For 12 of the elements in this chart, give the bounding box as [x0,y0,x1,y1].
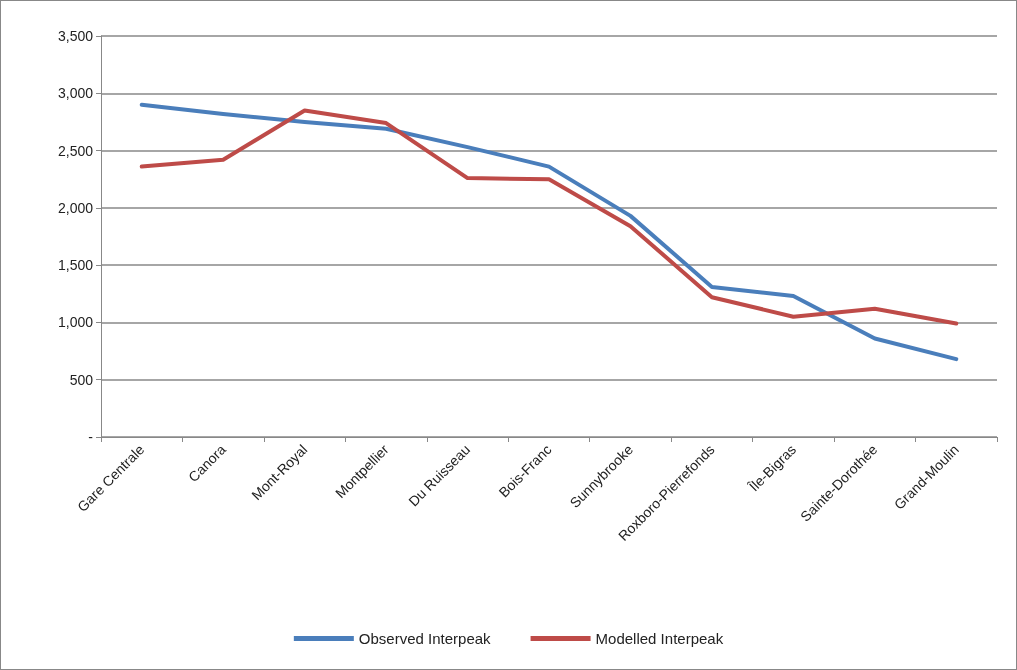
y-tick-label: 500 [69,371,94,388]
y-tick-label: 1,000 [57,314,94,331]
legend-label: Observed Interpeak [358,630,492,647]
y-tick-label: - [88,429,94,445]
line-series [139,108,959,326]
y-tick-label: 3,000 [57,85,94,102]
line-series [139,102,959,362]
y-tick-label: 3,500 [57,28,94,44]
y-tick-label: 2,000 [57,199,94,216]
y-tick-label: 2,500 [57,142,94,159]
legend-label: Modelled Interpeak [595,630,724,647]
y-tick-label: 1,500 [57,257,94,274]
